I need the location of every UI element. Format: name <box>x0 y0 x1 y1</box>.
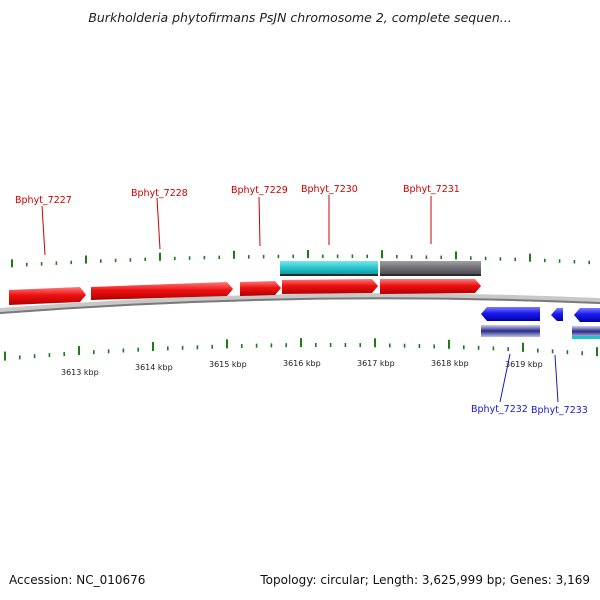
cds-bar-reverse-edge[interactable] <box>572 326 600 337</box>
chromosome-backbone <box>0 293 600 314</box>
ruler-label: 3616 kbp <box>283 359 321 368</box>
cds-bar-gray-shadow <box>380 274 481 276</box>
ruler-labels: 3613 kbp 3614 kbp 3615 kbp 3616 kbp 3617… <box>61 359 543 377</box>
gene-label-group-reverse: Bphyt_7232 Bphyt_7233 <box>471 353 588 416</box>
gene-label-bphyt-7233[interactable]: Bphyt_7233 <box>531 405 588 416</box>
ruler-label: 3615 kbp <box>209 360 247 369</box>
gene-arrow-bphyt-7232[interactable] <box>481 307 540 321</box>
leader-line-bphyt-7229 <box>258 196 261 247</box>
gene-arrow-bphyt-7229[interactable] <box>240 281 281 296</box>
cds-bar-reverse-cyan <box>572 336 600 339</box>
ruler-tick-marks <box>4 338 598 361</box>
gene-label-bphyt-7232[interactable]: Bphyt_7232 <box>471 404 528 415</box>
forward-tick-marks <box>11 250 591 268</box>
cds-bar-cyan[interactable] <box>280 261 378 275</box>
gene-label-bphyt-7230[interactable]: Bphyt_7230 <box>301 184 358 195</box>
ruler-label: 3618 kbp <box>431 359 469 368</box>
ruler-label: 3613 kbp <box>61 368 99 377</box>
chromosome-backbone-edge <box>0 297 600 314</box>
gene-label-group-forward: Bphyt_7227 Bphyt_7228 Bphyt_7229 Bphyt_7… <box>15 184 460 256</box>
map-title: Burkholderia phytofirmans PsJN chromosom… <box>88 10 512 25</box>
topology-text: Topology: circular; Length: 3,625,999 bp… <box>260 573 590 587</box>
gene-arrow-next[interactable] <box>574 308 600 322</box>
gene-arrow-bphyt-7228[interactable] <box>91 282 233 300</box>
ruler-label: 3617 kbp <box>357 359 395 368</box>
gene-arrow-bphyt-7231[interactable] <box>380 279 481 294</box>
cds-bar-reverse[interactable] <box>481 325 540 337</box>
ruler-label: 3614 kbp <box>135 363 173 372</box>
ruler-label: 3619 kbp <box>505 360 543 369</box>
leader-line-bphyt-7232 <box>499 353 511 403</box>
gene-arrow-bphyt-7227[interactable] <box>9 287 86 305</box>
gene-label-bphyt-7228[interactable]: Bphyt_7228 <box>131 188 188 199</box>
gene-arrow-bphyt-7233[interactable] <box>551 308 563 321</box>
gene-label-bphyt-7231[interactable]: Bphyt_7231 <box>403 184 460 195</box>
cds-bar-cyan-shadow <box>280 274 378 276</box>
accession-text: Accession: NC_010676 <box>9 573 146 587</box>
gene-label-bphyt-7227[interactable]: Bphyt_7227 <box>15 195 72 206</box>
leader-line-bphyt-7227 <box>41 205 46 256</box>
leader-line-bphyt-7233 <box>554 354 559 403</box>
leader-line-bphyt-7228 <box>156 197 161 250</box>
gene-label-bphyt-7229[interactable]: Bphyt_7229 <box>231 185 288 196</box>
cds-bar-gray[interactable] <box>380 261 481 275</box>
gene-arrow-bphyt-7230[interactable] <box>282 279 378 294</box>
